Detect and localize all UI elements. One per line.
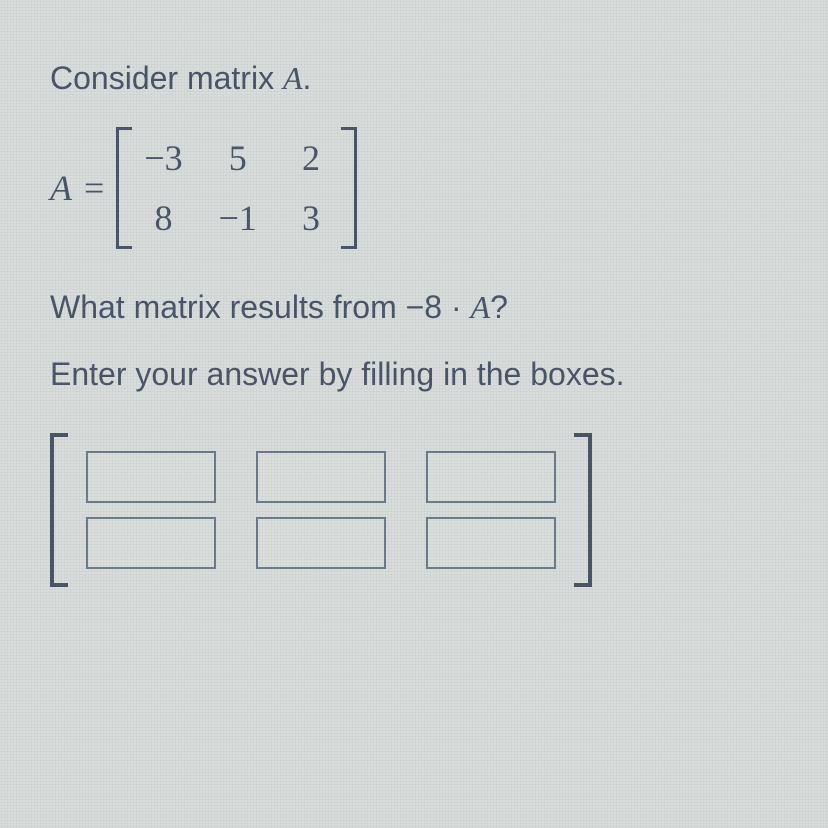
question-scalar: −8 · xyxy=(406,289,471,325)
matrix-cell: −1 xyxy=(219,197,257,239)
prompt-line: Consider matrix A. xyxy=(50,60,778,97)
bracket-right-icon xyxy=(341,127,357,249)
equals-sign: = xyxy=(84,167,104,209)
instruction-line: Enter your answer by filling in the boxe… xyxy=(50,356,778,393)
question-suffix: ? xyxy=(490,289,508,325)
answer-matrix xyxy=(50,433,778,587)
matrix-cell: 5 xyxy=(219,137,257,179)
question-line: What matrix results from −8 · A? xyxy=(50,289,778,326)
matrix-cell: −3 xyxy=(144,137,182,179)
bracket-left-icon xyxy=(50,433,68,587)
matrix-cell: 2 xyxy=(293,137,329,179)
answer-input[interactable] xyxy=(426,451,556,503)
matrix-a-body: −3 5 2 8 −1 3 xyxy=(132,127,341,249)
prompt-prefix: Consider matrix xyxy=(50,60,283,96)
answer-input[interactable] xyxy=(256,451,386,503)
answer-input[interactable] xyxy=(86,517,216,569)
matrix-cell: 3 xyxy=(293,197,329,239)
matrix-definition: A = −3 5 2 8 −1 3 xyxy=(50,127,778,249)
answer-input[interactable] xyxy=(86,451,216,503)
matrix-a: −3 5 2 8 −1 3 xyxy=(116,127,357,249)
answer-input[interactable] xyxy=(256,517,386,569)
prompt-suffix: . xyxy=(303,60,312,96)
answer-matrix-body xyxy=(68,433,574,587)
equation-lhs: A xyxy=(50,167,72,209)
matrix-cell: 8 xyxy=(144,197,182,239)
question-var: A xyxy=(471,289,491,325)
bracket-right-icon xyxy=(574,433,592,587)
photo-grain-overlay xyxy=(0,0,828,828)
answer-input[interactable] xyxy=(426,517,556,569)
bracket-left-icon xyxy=(116,127,132,249)
question-prefix: What matrix results from xyxy=(50,289,406,325)
prompt-var: A xyxy=(283,60,303,96)
